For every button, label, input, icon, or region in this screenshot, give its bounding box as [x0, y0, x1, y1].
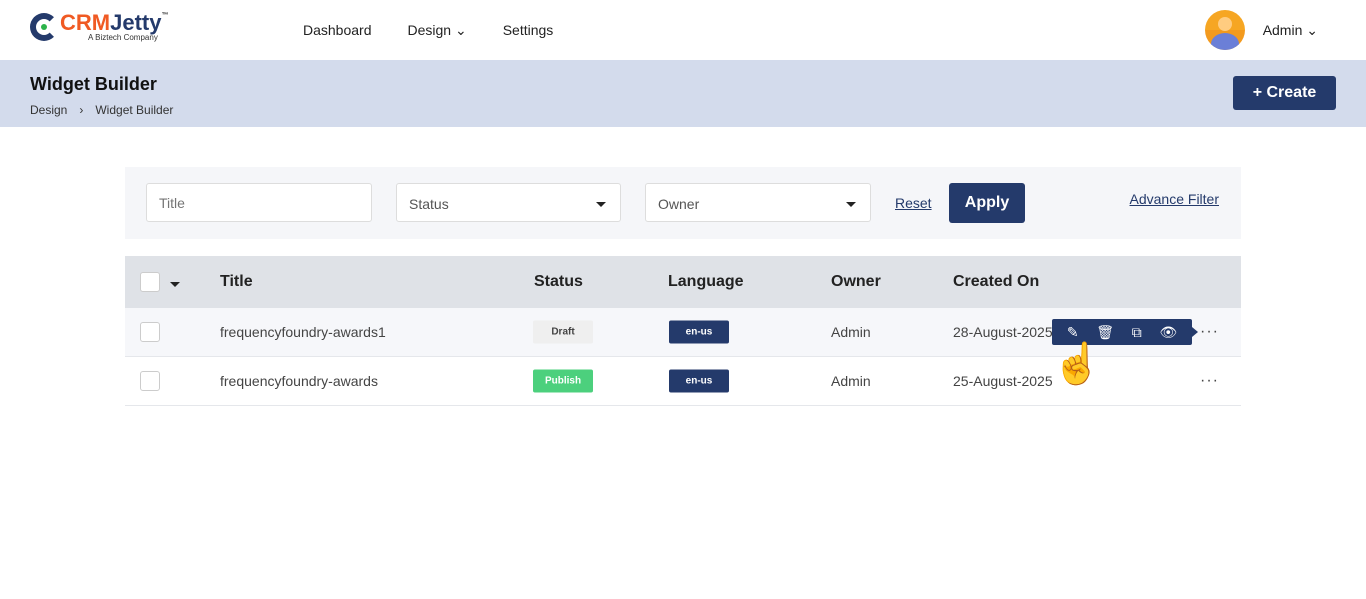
header-created-on: Created On — [953, 273, 1040, 290]
row-action-toolbar: ✎ 🗑 ⧉ 👁 — [1052, 319, 1198, 345]
nav-design[interactable]: Design ⌄ — [408, 22, 467, 39]
logo-text: Jetty — [110, 10, 162, 35]
header-title: Title — [220, 273, 253, 290]
row-title: frequencyfoundry-awards1 — [220, 324, 386, 340]
avatar — [1204, 10, 1245, 50]
filter-bar: Status Owner Reset Apply Advance Filter — [125, 167, 1241, 239]
row-title: frequencyfoundry-awards — [220, 373, 378, 389]
user-name: Admin — [1262, 21, 1303, 38]
breadcrumb-current: Widget Builder — [95, 103, 174, 117]
status-select[interactable]: Status — [396, 183, 621, 222]
table-row[interactable]: frequencyfoundry-awards Publish en-us Ad… — [125, 357, 1241, 406]
owner-select[interactable]: Owner — [645, 183, 871, 222]
select-all-checkbox[interactable] — [140, 272, 160, 292]
nav-settings[interactable]: Settings — [502, 22, 554, 38]
status-badge: Publish — [533, 369, 593, 393]
page-header: Widget Builder Design › Widget Builder +… — [0, 60, 1366, 127]
trademark: ™ — [161, 12, 169, 19]
caret-down-icon — [846, 202, 856, 207]
caret-down-icon[interactable] — [170, 282, 180, 287]
row-owner: Admin — [831, 324, 871, 340]
language-badge: en-us — [669, 369, 729, 393]
edit-icon[interactable]: ✎ — [1066, 323, 1079, 340]
row-owner: Admin — [831, 373, 871, 389]
row-checkbox[interactable] — [140, 322, 160, 342]
title-input[interactable] — [146, 183, 372, 222]
hand-cursor-icon: ☝ — [1052, 342, 1102, 386]
breadcrumb-design[interactable]: Design — [30, 103, 68, 117]
chevron-down-icon: ⌄ — [1306, 21, 1318, 38]
more-options-icon[interactable]: ··· — [1200, 323, 1219, 340]
table-header: Title Status Language Owner Created On — [125, 256, 1241, 308]
breadcrumb: Design › Widget Builder — [30, 103, 173, 117]
nav-label: Design — [407, 22, 452, 38]
external-link-icon[interactable]: ⧉ — [1131, 323, 1142, 340]
chevron-down-icon: ⌄ — [454, 22, 467, 38]
row-created-on: 25-August-2025 — [953, 373, 1053, 389]
logo-tagline: A Biztech Company — [88, 33, 158, 42]
top-navbar: CRMJetty™ A Biztech Company Dashboard De… — [0, 0, 1366, 60]
caret-down-icon — [596, 202, 606, 207]
reset-link[interactable]: Reset — [895, 195, 932, 211]
widgets-table: Title Status Language Owner Created On f… — [125, 256, 1241, 406]
user-menu[interactable]: Admin ⌄ — [1204, 10, 1318, 50]
delete-icon[interactable]: 🗑 — [1096, 323, 1115, 340]
more-options-icon[interactable]: ··· — [1200, 372, 1219, 389]
logo-text: CRM — [60, 10, 111, 35]
logo[interactable]: CRMJetty™ A Biztech Company — [30, 12, 168, 42]
status-placeholder: Status — [409, 196, 449, 212]
row-created-on: 28-August-2025 — [953, 324, 1053, 340]
header-language: Language — [668, 273, 744, 290]
advance-filter-link[interactable]: Advance Filter — [1129, 191, 1219, 207]
create-button[interactable]: + Create — [1233, 76, 1336, 110]
header-owner: Owner — [831, 273, 881, 290]
table-row[interactable]: frequencyfoundry-awards1 Draft en-us Adm… — [125, 308, 1241, 357]
owner-placeholder: Owner — [658, 196, 700, 212]
header-status: Status — [534, 273, 583, 290]
row-checkbox[interactable] — [140, 371, 160, 391]
nav-dashboard[interactable]: Dashboard — [303, 22, 372, 38]
status-badge: Draft — [533, 320, 593, 344]
language-badge: en-us — [669, 320, 729, 344]
apply-button[interactable]: Apply — [949, 183, 1025, 223]
eye-icon[interactable]: 👁 — [1159, 323, 1178, 340]
page-title: Widget Builder — [30, 74, 157, 94]
chevron-right-icon: › — [79, 103, 84, 117]
logo-icon — [30, 13, 58, 41]
